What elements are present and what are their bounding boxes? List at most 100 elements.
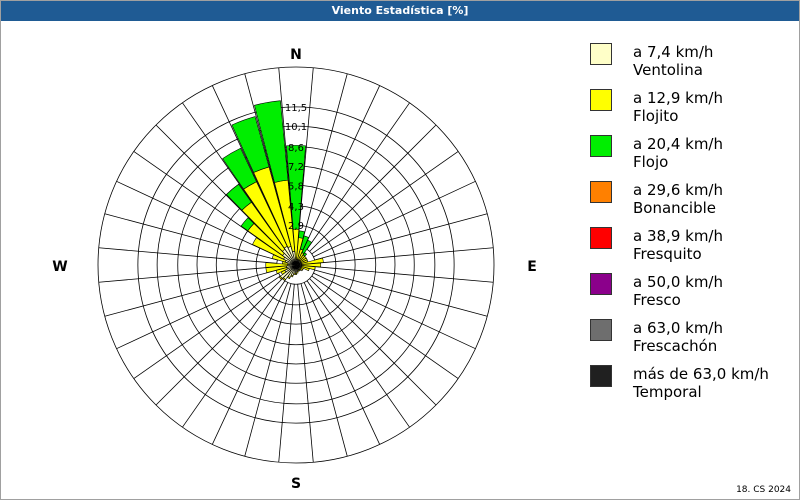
legend-name: Ventolina bbox=[633, 61, 703, 79]
legend-speed: a 12,9 km/h bbox=[633, 89, 723, 107]
radial-tick-label: 2,9 bbox=[288, 221, 304, 232]
grid-spoke bbox=[155, 278, 283, 406]
grid-spoke bbox=[182, 102, 286, 250]
legend-label: a 38,9 km/h Fresquito bbox=[633, 227, 723, 263]
legend-item-fresquito: a 38,9 km/h Fresquito bbox=[590, 225, 795, 271]
legend-item-temporal: más de 63,0 km/h Temporal bbox=[590, 363, 795, 409]
grid-ring bbox=[137, 106, 455, 424]
grid-spoke bbox=[314, 213, 488, 261]
grid-spoke bbox=[133, 151, 281, 255]
grid-spoke bbox=[278, 284, 295, 463]
legend-name: Bonancible bbox=[633, 199, 717, 217]
grid-spoke bbox=[309, 124, 437, 252]
wind-bar-segment bbox=[301, 262, 322, 268]
grid-spoke bbox=[313, 180, 476, 258]
wind-rose-chart: 2,9 4,3 5,8 7,2 8,6 10,1 11,5 N E S W bbox=[52, 47, 537, 492]
grid-spoke bbox=[313, 272, 476, 350]
radial-tick-label: 10,1 bbox=[285, 122, 307, 133]
legend-label: más de 63,0 km/h Temporal bbox=[633, 365, 769, 401]
legend-name: Fresco bbox=[633, 291, 681, 309]
wind-bar-segment bbox=[302, 252, 308, 257]
grid-spoke bbox=[300, 283, 348, 457]
radial-tick-label: 7,2 bbox=[288, 162, 304, 173]
wind-bar-segment bbox=[265, 262, 289, 268]
grid-ring bbox=[97, 66, 495, 464]
legend-item-bonancible: a 29,6 km/h Bonancible bbox=[590, 179, 795, 225]
legend-label: a 29,6 km/h Bonancible bbox=[633, 181, 723, 217]
grid-spoke bbox=[314, 269, 488, 317]
legend-speed: a 50,0 km/h bbox=[633, 273, 723, 291]
compass-east-label: E bbox=[527, 259, 537, 275]
grid-spoke bbox=[98, 266, 277, 283]
grid-spoke bbox=[300, 73, 348, 247]
grid-spoke bbox=[244, 73, 292, 247]
grid-spoke bbox=[104, 213, 278, 261]
grid-spoke bbox=[155, 124, 283, 252]
wind-bar-segment bbox=[300, 266, 310, 272]
legend-speed: más de 63,0 km/h bbox=[633, 365, 769, 383]
wind-bar-segment bbox=[265, 265, 288, 273]
grid-spoke bbox=[182, 280, 286, 428]
grid-spoke bbox=[211, 282, 289, 445]
wind-bar-segment bbox=[278, 275, 283, 280]
legend-name: Flojo bbox=[633, 153, 669, 171]
compass-north-label: N bbox=[290, 47, 302, 63]
polar-grid bbox=[97, 66, 495, 464]
wind-bar-segment bbox=[300, 265, 316, 271]
legend-swatch bbox=[590, 273, 612, 295]
legend-swatch bbox=[590, 43, 612, 65]
grid-spoke bbox=[297, 284, 314, 463]
legend-speed: a 63,0 km/h bbox=[633, 319, 723, 337]
legend-swatch bbox=[590, 181, 612, 203]
legend-swatch bbox=[590, 365, 612, 387]
legend-swatch bbox=[590, 319, 612, 341]
grid-spoke bbox=[104, 269, 278, 317]
wind-bar-segment bbox=[254, 100, 289, 183]
grid-spoke bbox=[309, 278, 437, 406]
wind-bar-segment bbox=[300, 257, 324, 265]
legend-label: a 20,4 km/h Flojo bbox=[633, 135, 723, 171]
grid-spoke bbox=[116, 272, 279, 350]
wind-bar-segment bbox=[271, 254, 287, 263]
grid-spoke bbox=[303, 85, 381, 248]
legend-swatch bbox=[590, 227, 612, 249]
legend-item-fresco: a 50,0 km/h Fresco bbox=[590, 271, 795, 317]
radial-tick-labels: 2,9 4,3 5,8 7,2 8,6 10,1 11,5 bbox=[285, 103, 307, 232]
legend-name: Fresquito bbox=[633, 245, 702, 263]
compass-south-label: S bbox=[291, 476, 301, 492]
grid-spoke bbox=[306, 102, 410, 250]
grid-spoke bbox=[211, 85, 289, 248]
wind-bar-segment bbox=[301, 239, 313, 255]
grid-spoke bbox=[303, 282, 381, 445]
window-title: Viento Estadística [%] bbox=[1, 1, 799, 21]
legend: a 7,4 km/h Ventolina a 12,9 km/h Flojito… bbox=[590, 41, 795, 409]
legend-label: a 63,0 km/h Frescachón bbox=[633, 319, 723, 355]
wind-bar-segment bbox=[252, 237, 286, 260]
wind-bar-segment bbox=[298, 230, 306, 239]
wind-bar-segment bbox=[226, 183, 252, 211]
legend-speed: a 20,4 km/h bbox=[633, 135, 723, 153]
radial-tick-label: 11,5 bbox=[285, 103, 307, 114]
wind-bars bbox=[222, 100, 324, 282]
legend-name: Frescachón bbox=[633, 337, 718, 355]
legend-name: Flojito bbox=[633, 107, 679, 125]
legend-swatch bbox=[590, 135, 612, 157]
legend-speed: a 29,6 km/h bbox=[633, 181, 723, 199]
radial-tick-label: 8,6 bbox=[288, 143, 304, 154]
radial-tick-label: 5,8 bbox=[288, 181, 304, 192]
legend-label: a 7,4 km/h Ventolina bbox=[633, 43, 713, 79]
grid-spoke bbox=[133, 275, 281, 379]
wind-bar-segment bbox=[222, 147, 257, 190]
grid-spoke bbox=[98, 247, 277, 264]
radial-tick-label: 4,3 bbox=[288, 202, 304, 213]
grid-spoke bbox=[311, 275, 459, 379]
legend-speed: a 7,4 km/h bbox=[633, 43, 714, 61]
grid-spoke bbox=[297, 67, 314, 246]
legend-swatch bbox=[590, 89, 612, 111]
grid-spoke bbox=[315, 247, 494, 264]
wind-bar-segment bbox=[240, 217, 255, 232]
legend-name: Temporal bbox=[633, 383, 702, 401]
grid-spoke bbox=[278, 67, 295, 246]
footer-credit: 18. CS 2024 bbox=[736, 485, 791, 495]
